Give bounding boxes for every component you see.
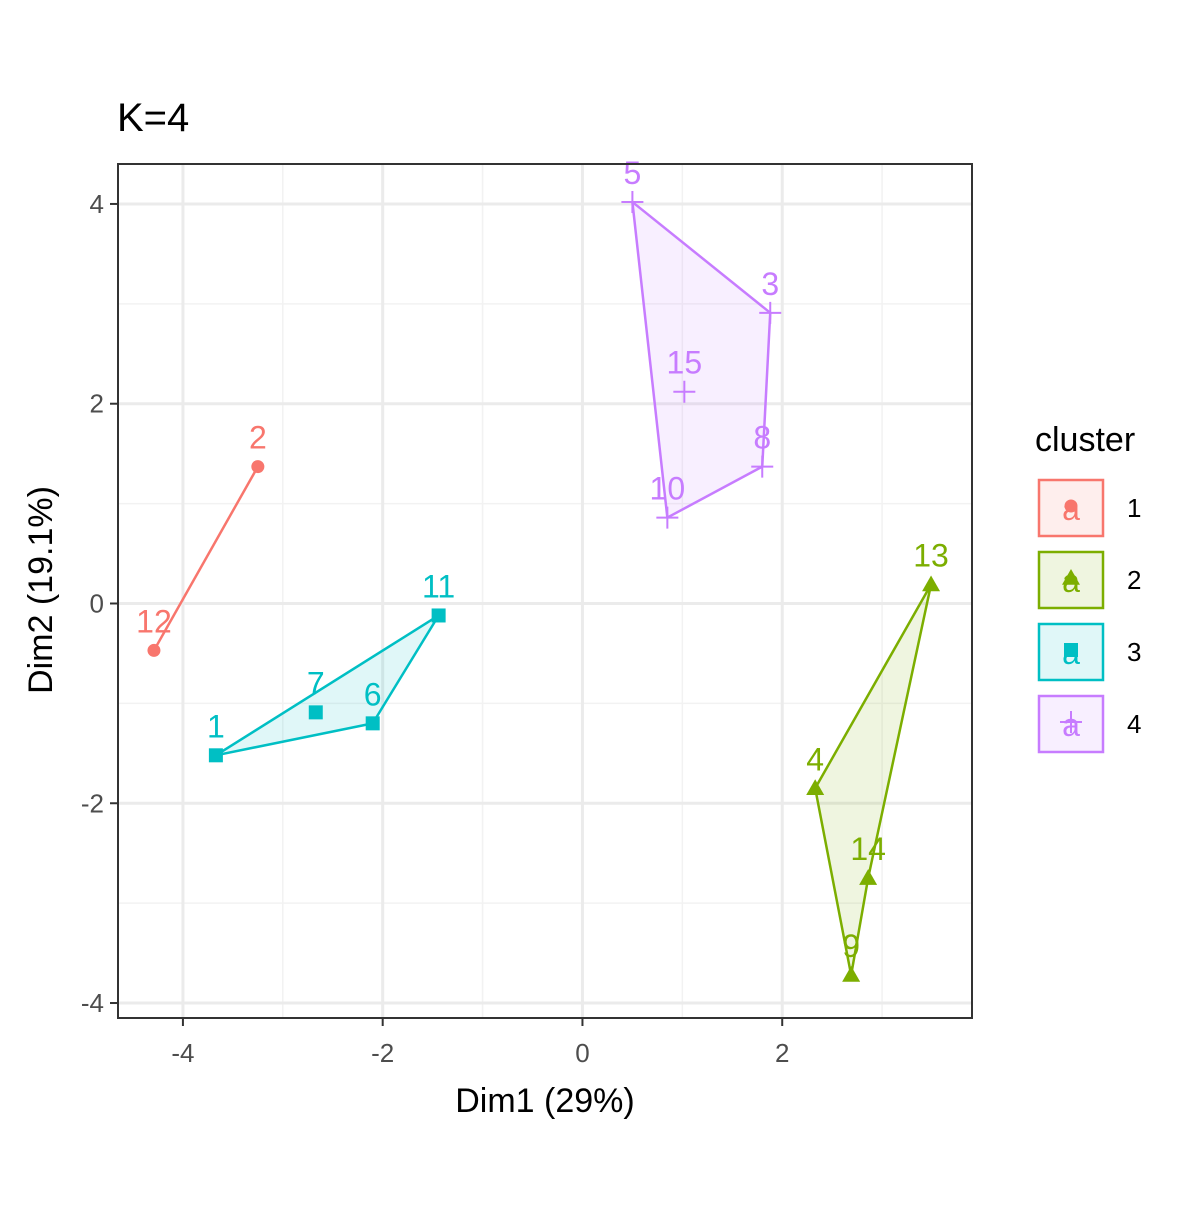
y-tick-label: -2 (81, 788, 104, 818)
point-label-4: 4 (806, 741, 824, 777)
y-axis: -4 -2 0 2 4 (81, 189, 118, 1018)
panel-border (117, 163, 973, 1019)
point-label-12: 12 (136, 603, 172, 639)
point-13 (922, 575, 941, 592)
legend-label-1: 1 (1127, 493, 1141, 523)
point-3 (759, 301, 782, 324)
legend-label-2: 2 (1127, 565, 1141, 595)
x-axis-title: Dim1 (29%) (455, 1082, 634, 1120)
point-5 (621, 190, 644, 213)
point-8 (751, 455, 774, 478)
cluster-points (147, 190, 941, 982)
point-6 (365, 716, 380, 731)
x-tick-label: 2 (775, 1038, 789, 1068)
y-tick-label: 2 (90, 389, 104, 419)
legend-items: a1a2a3a4 (1037, 478, 1141, 754)
point-12 (147, 643, 161, 657)
point-label-9: 9 (842, 928, 860, 964)
point-label-8: 8 (753, 420, 771, 456)
legend-marker-1 (1064, 499, 1078, 513)
point-10 (656, 506, 679, 529)
legend-label-3: 3 (1127, 637, 1141, 667)
point-2 (251, 460, 265, 474)
point-label-2: 2 (249, 420, 267, 456)
point-11 (431, 608, 446, 623)
legend-title: cluster (1035, 421, 1135, 459)
legend-marker-2 (1062, 569, 1080, 585)
point-label-6: 6 (364, 676, 382, 712)
x-tick-label: 0 (575, 1038, 589, 1068)
point-14 (859, 869, 878, 885)
point-label-15: 15 (667, 345, 703, 381)
y-tick-label: -4 (81, 988, 104, 1018)
x-tick-label: -2 (371, 1038, 394, 1068)
cluster-hulls (152, 200, 933, 977)
x-axis: -4 -2 0 2 (171, 1018, 789, 1068)
point-9 (842, 966, 861, 982)
point-label-3: 3 (761, 266, 779, 302)
point-label-11: 11 (422, 568, 455, 604)
major-gridlines (118, 164, 972, 1018)
legend-key-2 (1037, 550, 1105, 610)
plot-title: K=4 (117, 96, 189, 140)
point-1 (208, 748, 223, 763)
y-tick-label: 4 (90, 189, 104, 219)
point-label-1: 1 (207, 708, 225, 744)
y-tick-label: 0 (90, 588, 104, 618)
y-axis-title: Dim2 (19.1%) (22, 486, 60, 694)
point-7 (308, 705, 323, 720)
legend: cluster a1a2a3a4 (1035, 421, 1141, 754)
point-label-13: 13 (913, 538, 949, 574)
legend-label-4: 4 (1127, 709, 1141, 739)
panel-background (118, 164, 972, 1018)
legend-marker-4 (1060, 711, 1082, 733)
legend-marker-3 (1064, 643, 1078, 657)
minor-gridlines (118, 164, 972, 1018)
x-tick-label: -4 (171, 1038, 194, 1068)
point-label-10: 10 (650, 471, 686, 507)
point-15 (673, 380, 696, 403)
point-label-5: 5 (623, 155, 641, 191)
point-label-7: 7 (307, 665, 325, 701)
cluster-3-hull (214, 614, 440, 757)
point-label-14: 14 (850, 831, 886, 867)
point-4 (806, 779, 825, 796)
